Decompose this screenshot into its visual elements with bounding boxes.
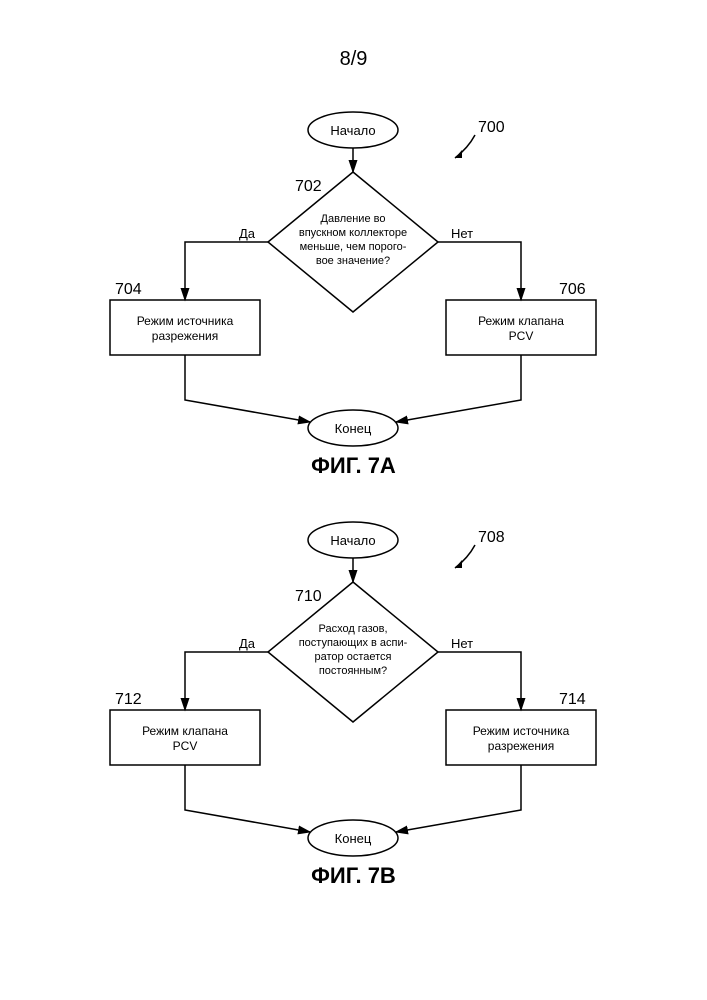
decision-text-a-3: меньше, чем порого- [300, 241, 407, 253]
page-number: 8/9 [0, 48, 707, 71]
edge-dec-left-b [185, 652, 268, 710]
decision-text-a-1: Давление во [321, 213, 386, 225]
ref-712: 712 [115, 691, 142, 709]
edge-left-end-a [185, 355, 310, 422]
ref-704: 704 [115, 281, 142, 299]
left-box-text-b-2: PCV [173, 739, 198, 753]
ref-706: 706 [559, 281, 586, 299]
ref-710: 710 [295, 588, 322, 606]
start-label-a: Начало [330, 123, 375, 138]
end-label-b: Конец [335, 831, 372, 846]
decision-text-b-3: ратор остается [315, 651, 392, 663]
edge-left-end-b [185, 765, 310, 832]
left-box-text-a-1: Режим источника [137, 314, 234, 328]
edge-dec-left-a [185, 242, 268, 300]
edge-right-end-a [396, 355, 521, 422]
decision-text-a-2: впускном коллекторе [299, 227, 407, 239]
ref-702: 702 [295, 178, 322, 196]
end-label-a: Конец [335, 421, 372, 436]
ref-714: 714 [559, 691, 586, 709]
fig-7b-svg: Начало Расход газов, поступающих в аспи-… [0, 510, 707, 890]
decision-text-b-2: поступающих в аспи- [299, 637, 408, 649]
no-label-b: Нет [451, 636, 473, 651]
right-box-text-b-1: Режим источника [473, 724, 570, 738]
left-box-text-b-1: Режим клапана [142, 724, 228, 738]
page-container: 8/9 Начало Давление во впускном коллекто… [0, 0, 707, 1000]
decision-text-a-4: вое значение? [316, 255, 390, 267]
yes-label-a: Да [239, 226, 256, 241]
yes-label-b: Да [239, 636, 256, 651]
edge-dec-right-b [438, 652, 521, 710]
no-label-a: Нет [451, 226, 473, 241]
ref-700: 700 [478, 119, 505, 137]
decision-text-b-4: постоянным? [319, 665, 387, 677]
right-box-text-a-1: Режим клапана [478, 314, 564, 328]
left-box-text-a-2: разрежения [152, 329, 218, 343]
ref-arrow-708 [455, 545, 475, 568]
ref-708: 708 [478, 529, 505, 547]
ref-arrow-700 [455, 135, 475, 158]
right-box-text-a-2: PCV [509, 329, 534, 343]
edge-right-end-b [396, 765, 521, 832]
edge-dec-right-a [438, 242, 521, 300]
fig-7a-label: ФИГ. 7A [0, 453, 707, 479]
decision-text-b-1: Расход газов, [318, 623, 387, 635]
start-label-b: Начало [330, 533, 375, 548]
right-box-text-b-2: разрежения [488, 739, 554, 753]
fig-7b-label: ФИГ. 7B [0, 863, 707, 889]
fig-7a-svg: Начало Давление во впускном коллекторе м… [0, 100, 707, 480]
